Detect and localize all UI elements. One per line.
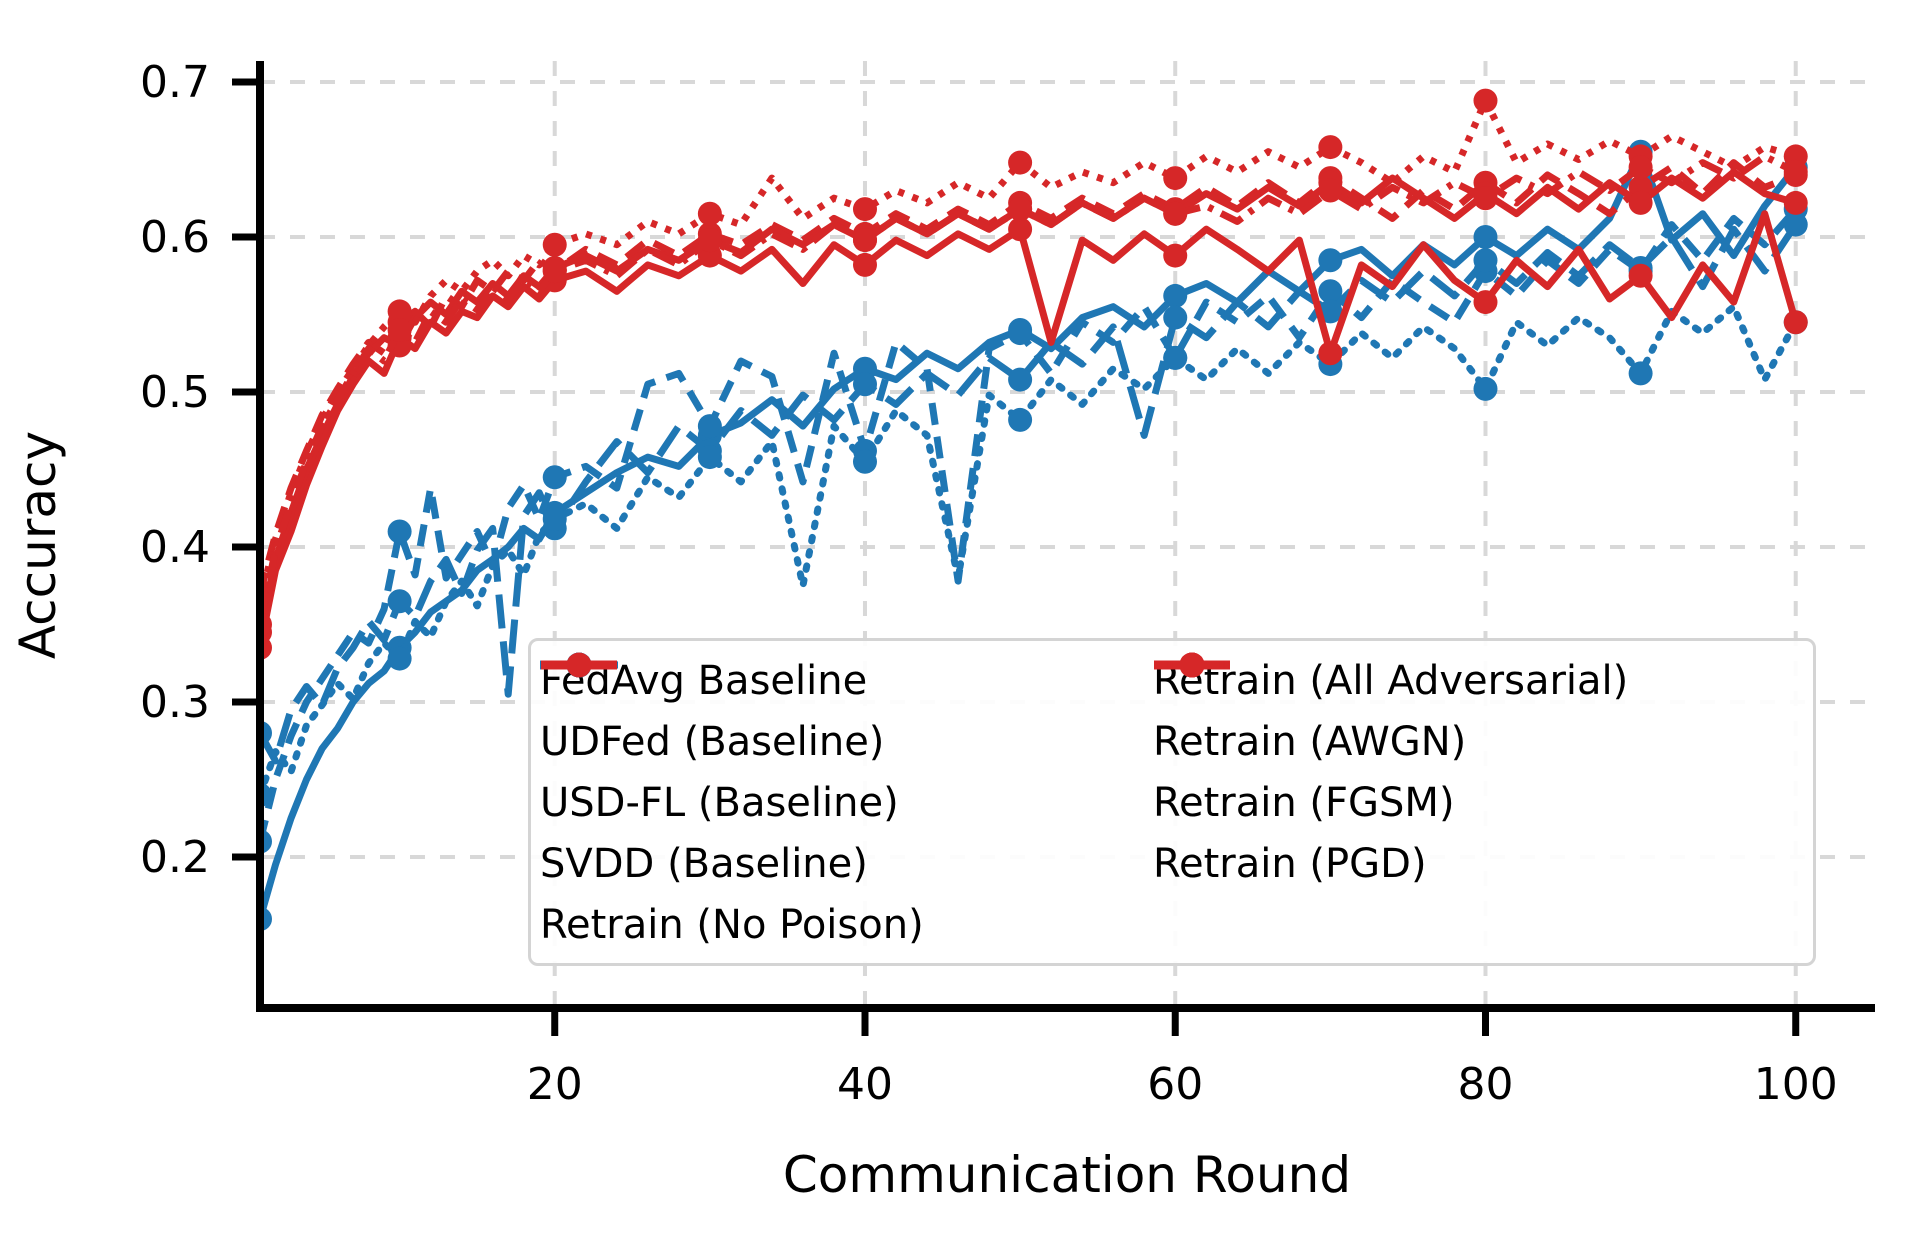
legend-item: SVDD (Baseline) (540, 652, 924, 894)
legend-label: UDFed (Baseline) (540, 718, 885, 765)
x-tick-label: 100 (1754, 1059, 1838, 1110)
legend-label: Retrain (AWGN) (1153, 718, 1467, 765)
legend-label: Retrain (All Adversarial) (1153, 657, 1629, 704)
legend-label: SVDD (Baseline) (540, 840, 868, 887)
y-tick-label: 0.4 (140, 522, 210, 573)
legend-column-1: FedAvg Baseline UDFed (Baseline) USD-FL (B… (540, 650, 924, 955)
y-axis-title: Accuracy (9, 431, 67, 659)
y-tick-label: 0.6 (140, 212, 210, 263)
y-tick-label: 0.3 (140, 677, 210, 728)
legend-item: Retrain (AWGN) (1153, 652, 1628, 772)
x-tick-label: 40 (837, 1059, 893, 1110)
legend-item: Retrain (PGD) (1153, 652, 1628, 894)
legend-item: USD-FL (Baseline) (540, 652, 924, 833)
x-tick-label: 60 (1147, 1059, 1203, 1110)
legend: FedAvg Baseline UDFed (Baseline) USD-FL (B… (528, 638, 1816, 966)
y-tick-label: 0.7 (140, 57, 210, 108)
legend-column-2: Retrain (All Adversarial) Retrain (AWGN) R… (1153, 650, 1628, 894)
data-series (260, 88, 1808, 931)
legend-line-sample (1154, 652, 1230, 678)
y-tick-label: 0.5 (140, 367, 210, 418)
legend-label: Retrain (PGD) (1153, 840, 1427, 887)
legend-label: Retrain (FGSM) (1153, 779, 1455, 826)
x-axis-title: Communication Round (783, 1146, 1351, 1204)
x-tick-label: 20 (527, 1059, 583, 1110)
legend-label: USD-FL (Baseline) (540, 779, 899, 826)
tick-labels: 0.2 0.3 0.4 0.5 0.6 0.7 20 40 60 80 100 (140, 57, 1838, 1110)
legend-label: Retrain (No Poison) (540, 901, 924, 948)
legend-item: UDFed (Baseline) (540, 652, 924, 772)
legend-item: Retrain (FGSM) (1153, 652, 1628, 833)
legend-item: Retrain (No Poison) (540, 652, 924, 955)
axes (232, 61, 1875, 1036)
legend-line-sample (541, 652, 617, 678)
y-tick-label: 0.2 (140, 832, 210, 883)
x-tick-label: 80 (1457, 1059, 1513, 1110)
